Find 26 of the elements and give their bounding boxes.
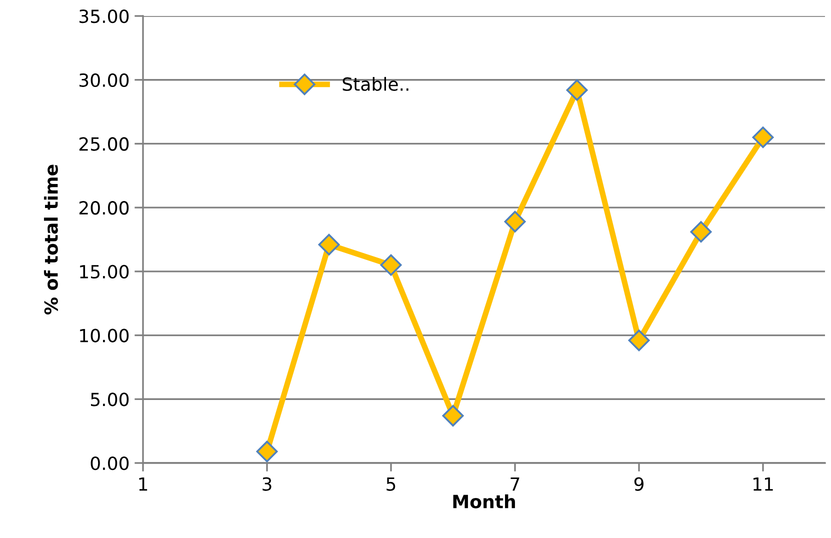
y-tick-label: 5.00: [90, 392, 129, 406]
point: [566, 79, 588, 101]
x-tick-label: 1: [139, 477, 148, 491]
y-axis-title: % of total time: [44, 164, 58, 314]
y-tick-label: 30.00: [79, 73, 129, 87]
legend-label: Stable..: [342, 76, 408, 91]
point: [628, 330, 650, 352]
point: [442, 405, 464, 426]
point: [752, 126, 774, 148]
x-axis-title: Month: [453, 494, 515, 508]
y-tick-label: 35.00: [79, 9, 129, 24]
x-tick-label: 3: [262, 477, 272, 491]
point: [690, 221, 712, 243]
y-tick-label: 25.00: [79, 137, 129, 151]
point: [380, 254, 402, 276]
x-tick-label: 7: [510, 477, 520, 491]
x-tick-label: 9: [634, 477, 644, 491]
point: [504, 210, 526, 232]
y-tick-label: 15.00: [80, 264, 129, 279]
y-tick-label: 10.00: [80, 328, 129, 342]
point: [318, 234, 340, 256]
y-tick-label: 0.00: [90, 456, 129, 470]
x-tick-label: 5: [386, 477, 396, 491]
point: [256, 440, 278, 462]
x-tick-label: 11: [753, 477, 773, 491]
y-tick-label: 20.00: [79, 201, 129, 215]
